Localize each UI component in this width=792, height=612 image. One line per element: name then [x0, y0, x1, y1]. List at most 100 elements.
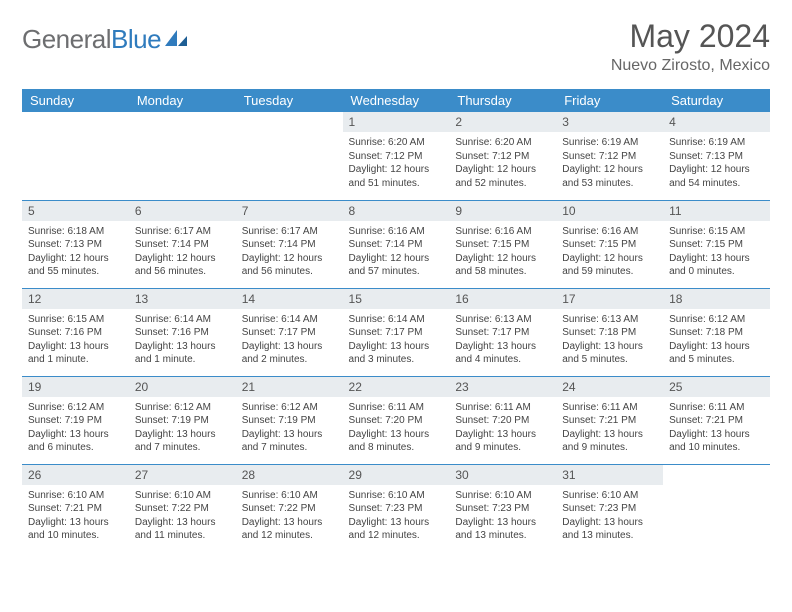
- calendar-day-cell: 16Sunrise: 6:13 AMSunset: 7:17 PMDayligh…: [449, 288, 556, 376]
- sunset-line: Sunset: 7:12 PM: [349, 150, 444, 164]
- calendar-week-row: 1Sunrise: 6:20 AMSunset: 7:12 PMDaylight…: [22, 112, 770, 200]
- daylight-line: Daylight: 12 hours and 59 minutes.: [562, 252, 657, 279]
- day-info: Sunrise: 6:17 AMSunset: 7:14 PMDaylight:…: [236, 221, 343, 281]
- daylight-line: Daylight: 13 hours and 9 minutes.: [455, 428, 550, 455]
- day-info: Sunrise: 6:10 AMSunset: 7:22 PMDaylight:…: [129, 485, 236, 545]
- day-number: 31: [556, 465, 663, 485]
- day-info: Sunrise: 6:13 AMSunset: 7:18 PMDaylight:…: [556, 309, 663, 369]
- day-info: Sunrise: 6:18 AMSunset: 7:13 PMDaylight:…: [22, 221, 129, 281]
- calendar-week-row: 19Sunrise: 6:12 AMSunset: 7:19 PMDayligh…: [22, 376, 770, 464]
- sunrise-line: Sunrise: 6:12 AM: [242, 401, 337, 415]
- sunset-line: Sunset: 7:22 PM: [242, 502, 337, 516]
- sunset-line: Sunset: 7:23 PM: [349, 502, 444, 516]
- brand-part1: General: [22, 24, 111, 54]
- day-info: Sunrise: 6:17 AMSunset: 7:14 PMDaylight:…: [129, 221, 236, 281]
- calendar-table: SundayMondayTuesdayWednesdayThursdayFrid…: [22, 89, 770, 552]
- calendar-day-cell: 3Sunrise: 6:19 AMSunset: 7:12 PMDaylight…: [556, 112, 663, 200]
- brand-part2: Blue: [111, 24, 161, 54]
- calendar-day-cell: 2Sunrise: 6:20 AMSunset: 7:12 PMDaylight…: [449, 112, 556, 200]
- day-number: 30: [449, 465, 556, 485]
- day-info: Sunrise: 6:11 AMSunset: 7:20 PMDaylight:…: [449, 397, 556, 457]
- daylight-line: Daylight: 13 hours and 10 minutes.: [28, 516, 123, 543]
- day-number: 12: [22, 289, 129, 309]
- day-info: Sunrise: 6:12 AMSunset: 7:19 PMDaylight:…: [236, 397, 343, 457]
- day-info: Sunrise: 6:12 AMSunset: 7:19 PMDaylight:…: [129, 397, 236, 457]
- day-number: 20: [129, 377, 236, 397]
- calendar-day-cell: 18Sunrise: 6:12 AMSunset: 7:18 PMDayligh…: [663, 288, 770, 376]
- day-number: 17: [556, 289, 663, 309]
- daylight-line: Daylight: 13 hours and 9 minutes.: [562, 428, 657, 455]
- calendar-day-cell: 19Sunrise: 6:12 AMSunset: 7:19 PMDayligh…: [22, 376, 129, 464]
- daylight-line: Daylight: 13 hours and 6 minutes.: [28, 428, 123, 455]
- day-info: Sunrise: 6:14 AMSunset: 7:17 PMDaylight:…: [236, 309, 343, 369]
- daylight-line: Daylight: 12 hours and 55 minutes.: [28, 252, 123, 279]
- daylight-line: Daylight: 12 hours and 57 minutes.: [349, 252, 444, 279]
- sunset-line: Sunset: 7:15 PM: [455, 238, 550, 252]
- day-number: 6: [129, 201, 236, 221]
- sunset-line: Sunset: 7:12 PM: [562, 150, 657, 164]
- calendar-day-cell: 29Sunrise: 6:10 AMSunset: 7:23 PMDayligh…: [343, 464, 450, 552]
- day-number: 5: [22, 201, 129, 221]
- calendar-day-cell: 5Sunrise: 6:18 AMSunset: 7:13 PMDaylight…: [22, 200, 129, 288]
- calendar-day-cell: 11Sunrise: 6:15 AMSunset: 7:15 PMDayligh…: [663, 200, 770, 288]
- page-title: May 2024: [611, 18, 770, 55]
- day-number: 11: [663, 201, 770, 221]
- day-number: 3: [556, 112, 663, 132]
- brand-text: GeneralBlue: [22, 24, 161, 55]
- day-info: Sunrise: 6:10 AMSunset: 7:21 PMDaylight:…: [22, 485, 129, 545]
- day-number: 23: [449, 377, 556, 397]
- daylight-line: Daylight: 13 hours and 2 minutes.: [242, 340, 337, 367]
- day-number: 21: [236, 377, 343, 397]
- weekday-header: Thursday: [449, 89, 556, 112]
- day-info: Sunrise: 6:15 AMSunset: 7:15 PMDaylight:…: [663, 221, 770, 281]
- daylight-line: Daylight: 13 hours and 13 minutes.: [455, 516, 550, 543]
- sunset-line: Sunset: 7:19 PM: [135, 414, 230, 428]
- calendar-day-cell: 15Sunrise: 6:14 AMSunset: 7:17 PMDayligh…: [343, 288, 450, 376]
- day-info: Sunrise: 6:16 AMSunset: 7:15 PMDaylight:…: [556, 221, 663, 281]
- sunrise-line: Sunrise: 6:20 AM: [349, 136, 444, 150]
- sunset-line: Sunset: 7:15 PM: [669, 238, 764, 252]
- location-subtitle: Nuevo Zirosto, Mexico: [611, 57, 770, 75]
- weekday-header: Friday: [556, 89, 663, 112]
- day-number: 4: [663, 112, 770, 132]
- sunrise-line: Sunrise: 6:11 AM: [669, 401, 764, 415]
- sunrise-line: Sunrise: 6:11 AM: [349, 401, 444, 415]
- calendar-day-cell: 28Sunrise: 6:10 AMSunset: 7:22 PMDayligh…: [236, 464, 343, 552]
- weekday-header: Sunday: [22, 89, 129, 112]
- sunrise-line: Sunrise: 6:18 AM: [28, 225, 123, 239]
- sunset-line: Sunset: 7:17 PM: [455, 326, 550, 340]
- calendar-day-cell: 6Sunrise: 6:17 AMSunset: 7:14 PMDaylight…: [129, 200, 236, 288]
- sunset-line: Sunset: 7:22 PM: [135, 502, 230, 516]
- sunset-line: Sunset: 7:14 PM: [242, 238, 337, 252]
- sunset-line: Sunset: 7:14 PM: [135, 238, 230, 252]
- sunrise-line: Sunrise: 6:17 AM: [242, 225, 337, 239]
- sunrise-line: Sunrise: 6:13 AM: [455, 313, 550, 327]
- day-number: 27: [129, 465, 236, 485]
- sunrise-line: Sunrise: 6:10 AM: [562, 489, 657, 503]
- day-number: 9: [449, 201, 556, 221]
- calendar-body: 1Sunrise: 6:20 AMSunset: 7:12 PMDaylight…: [22, 112, 770, 552]
- daylight-line: Daylight: 13 hours and 1 minute.: [135, 340, 230, 367]
- sunset-line: Sunset: 7:16 PM: [28, 326, 123, 340]
- daylight-line: Daylight: 13 hours and 12 minutes.: [242, 516, 337, 543]
- sunrise-line: Sunrise: 6:10 AM: [349, 489, 444, 503]
- sunset-line: Sunset: 7:14 PM: [349, 238, 444, 252]
- day-info: Sunrise: 6:19 AMSunset: 7:12 PMDaylight:…: [556, 132, 663, 192]
- calendar-day-cell: 7Sunrise: 6:17 AMSunset: 7:14 PMDaylight…: [236, 200, 343, 288]
- day-info: Sunrise: 6:10 AMSunset: 7:22 PMDaylight:…: [236, 485, 343, 545]
- day-info: Sunrise: 6:14 AMSunset: 7:17 PMDaylight:…: [343, 309, 450, 369]
- sunset-line: Sunset: 7:21 PM: [669, 414, 764, 428]
- day-number: 10: [556, 201, 663, 221]
- sunrise-line: Sunrise: 6:15 AM: [28, 313, 123, 327]
- day-info: Sunrise: 6:16 AMSunset: 7:15 PMDaylight:…: [449, 221, 556, 281]
- daylight-line: Daylight: 12 hours and 53 minutes.: [562, 163, 657, 190]
- calendar-day-cell: 17Sunrise: 6:13 AMSunset: 7:18 PMDayligh…: [556, 288, 663, 376]
- sunrise-line: Sunrise: 6:12 AM: [669, 313, 764, 327]
- daylight-line: Daylight: 13 hours and 10 minutes.: [669, 428, 764, 455]
- sunset-line: Sunset: 7:13 PM: [669, 150, 764, 164]
- day-info: Sunrise: 6:10 AMSunset: 7:23 PMDaylight:…: [449, 485, 556, 545]
- calendar-week-row: 26Sunrise: 6:10 AMSunset: 7:21 PMDayligh…: [22, 464, 770, 552]
- daylight-line: Daylight: 12 hours and 56 minutes.: [135, 252, 230, 279]
- sunrise-line: Sunrise: 6:19 AM: [562, 136, 657, 150]
- calendar-day-cell: 10Sunrise: 6:16 AMSunset: 7:15 PMDayligh…: [556, 200, 663, 288]
